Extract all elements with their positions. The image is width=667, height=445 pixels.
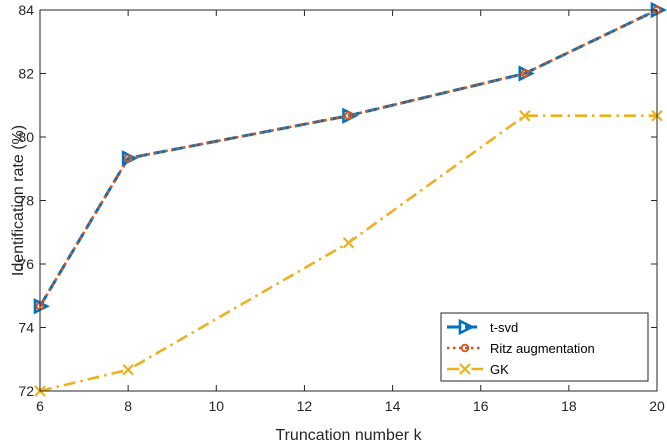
y-tick-label: 80 [18, 129, 34, 145]
data-point-1-3 [520, 69, 529, 78]
x-tick-label: 16 [473, 398, 489, 414]
ticks-layer: 6 8 10 12 14 16 18 20 72 74 76 78 80 82 84 [18, 2, 665, 414]
y-tick-label: 84 [18, 2, 34, 18]
x-tick-label: 6 [36, 398, 44, 414]
legend-label-2: GK [490, 362, 509, 377]
legend-marker-2 [459, 363, 471, 375]
series-layer [33, 1, 667, 397]
data-point-2-2 [342, 236, 355, 249]
data-point-2-1 [122, 363, 134, 376]
legend-item-2: GK [447, 362, 509, 377]
legend-label-1: Ritz augmentation [490, 341, 595, 356]
y-axis-label: Identification rate (%) [10, 125, 27, 276]
data-point-1-1 [123, 154, 133, 163]
legend-marker-1 [460, 343, 470, 353]
x-axis-label: Truncation number k [275, 427, 422, 444]
y-tick-label: 74 [18, 320, 34, 336]
legend: t-svd Ritz augmentation GK [440, 312, 649, 382]
legend-item-1: Ritz augmentation [447, 341, 595, 356]
data-point-2-3 [519, 109, 531, 122]
legend-label-0: t-svd [490, 320, 518, 335]
x-tick-label: 8 [124, 398, 132, 414]
y-tick-label: 78 [18, 193, 34, 209]
y-tick-label: 72 [18, 383, 34, 399]
x-tick-label: 18 [561, 398, 577, 414]
y-tick-label: 82 [18, 66, 34, 82]
legend-marker-0 [458, 318, 475, 336]
x-tick-label: 12 [297, 398, 313, 414]
y-tick-label: 76 [18, 256, 34, 272]
x-tick-label: 10 [208, 398, 224, 414]
legend-item-0: t-svd [447, 318, 518, 336]
series-line-1 [38, 8, 658, 307]
x-tick-label: 14 [385, 398, 401, 414]
x-tick-label: 20 [649, 398, 665, 414]
data-point-1-2 [344, 111, 353, 120]
